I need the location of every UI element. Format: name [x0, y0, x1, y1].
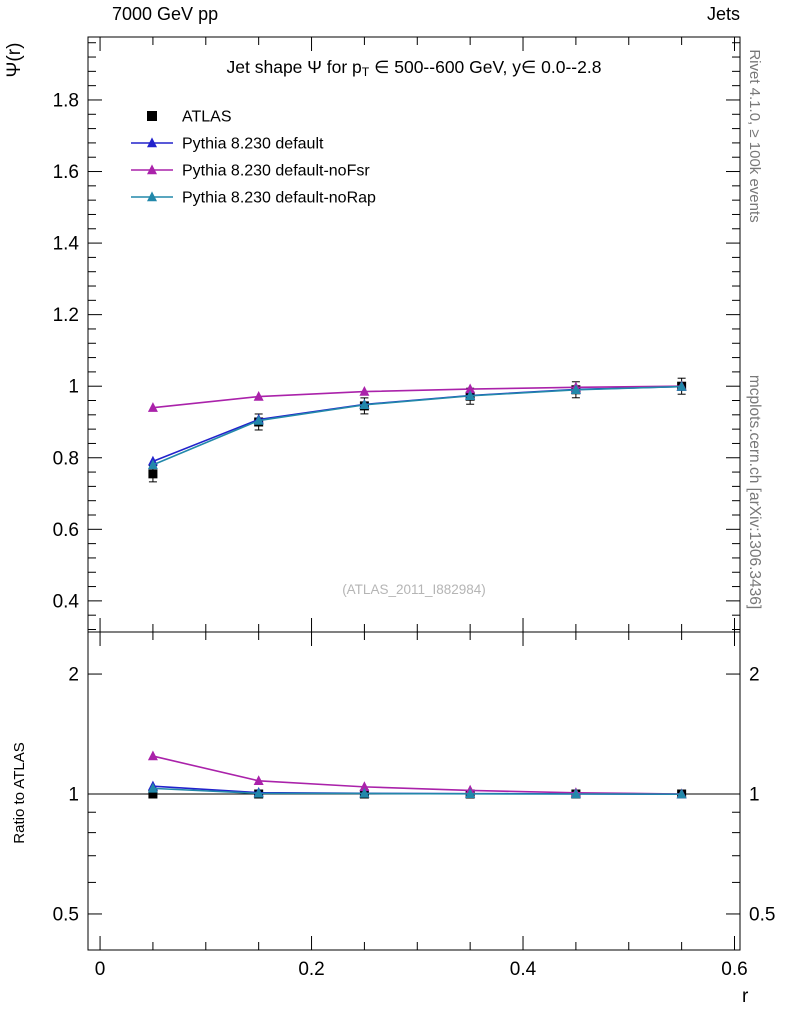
ratio-axis-title: Ratio to ATLAS	[11, 742, 28, 844]
legend-marker-square	[147, 111, 157, 121]
axes-frame	[87, 36, 741, 951]
legend-label: Pythia 8.230 default	[182, 136, 324, 153]
axis-tick-labels: 0.4 0.6 0.8 1 1.2 1.4 1.6 1.8 0.5 0.5 1 1 2 2 0 0.2 0.4 0…	[53, 90, 776, 980]
x-axis-title: r	[742, 986, 749, 1007]
svg-text:0.4: 0.4	[53, 591, 80, 612]
svg-text:1: 1	[749, 785, 760, 806]
legend-label: Pythia 8.230 default-noFsr	[182, 163, 370, 180]
svg-text:1.6: 1.6	[53, 162, 79, 183]
series-main-pythia-8-230-default-nofsr	[147, 380, 687, 412]
plot-title-text: Jet shape Ψ for p	[226, 57, 362, 77]
svg-text:0.5: 0.5	[749, 904, 775, 925]
legend-label: Pythia 8.230 default-noRap	[182, 190, 376, 207]
analysis-id-watermark: (ATLAS_2011_I882984)	[342, 582, 486, 597]
legend-label: ATLAS	[182, 109, 232, 126]
series-main-pythia-8-230-default-norap	[147, 380, 687, 470]
series-ratio-pythia-8-230-default-norap	[147, 782, 687, 799]
svg-text:1.2: 1.2	[53, 305, 79, 326]
series-main-atlas	[148, 377, 687, 483]
plot-title: Jet shape Ψ for pT ∈ 500--600 GeV, y∈ 0.…	[88, 57, 740, 79]
svg-text:0.4: 0.4	[510, 959, 537, 980]
legend: ATLAS Pythia 8.230 default Pythia 8.230 de…	[131, 109, 376, 207]
svg-text:0.6: 0.6	[721, 959, 747, 980]
svg-text:1.4: 1.4	[53, 234, 80, 255]
rivet-version-label: Rivet 4.1.0, ≥ 100k events	[746, 49, 763, 223]
svg-text:2: 2	[749, 665, 760, 686]
svg-text:0: 0	[95, 959, 106, 980]
svg-text:0.2: 0.2	[298, 959, 324, 980]
y-axis-title: Ψ(r)	[4, 42, 25, 78]
svg-text:1: 1	[68, 785, 79, 806]
svg-text:0.6: 0.6	[53, 520, 79, 541]
plot-title-subscript: T	[361, 65, 370, 80]
series-main-pythia-8-230-default	[147, 380, 687, 466]
analysis-group-label: Jets	[706, 4, 740, 24]
beam-energy-label: 7000 GeV pp	[112, 4, 219, 24]
svg-text:1.8: 1.8	[53, 90, 79, 111]
svg-text:2: 2	[68, 665, 79, 686]
mcplots-credit-label: mcplots.cern.ch [arXiv:1306.3436]	[746, 374, 763, 610]
plot-title-suffix: ∈ 500--600 GeV, y∈ 0.0--2.8	[369, 57, 602, 77]
svg-text:0.5: 0.5	[53, 904, 79, 925]
svg-text:1: 1	[68, 377, 79, 398]
svg-text:0.8: 0.8	[53, 448, 79, 469]
series-ratio-pythia-8-230-default	[147, 780, 687, 799]
